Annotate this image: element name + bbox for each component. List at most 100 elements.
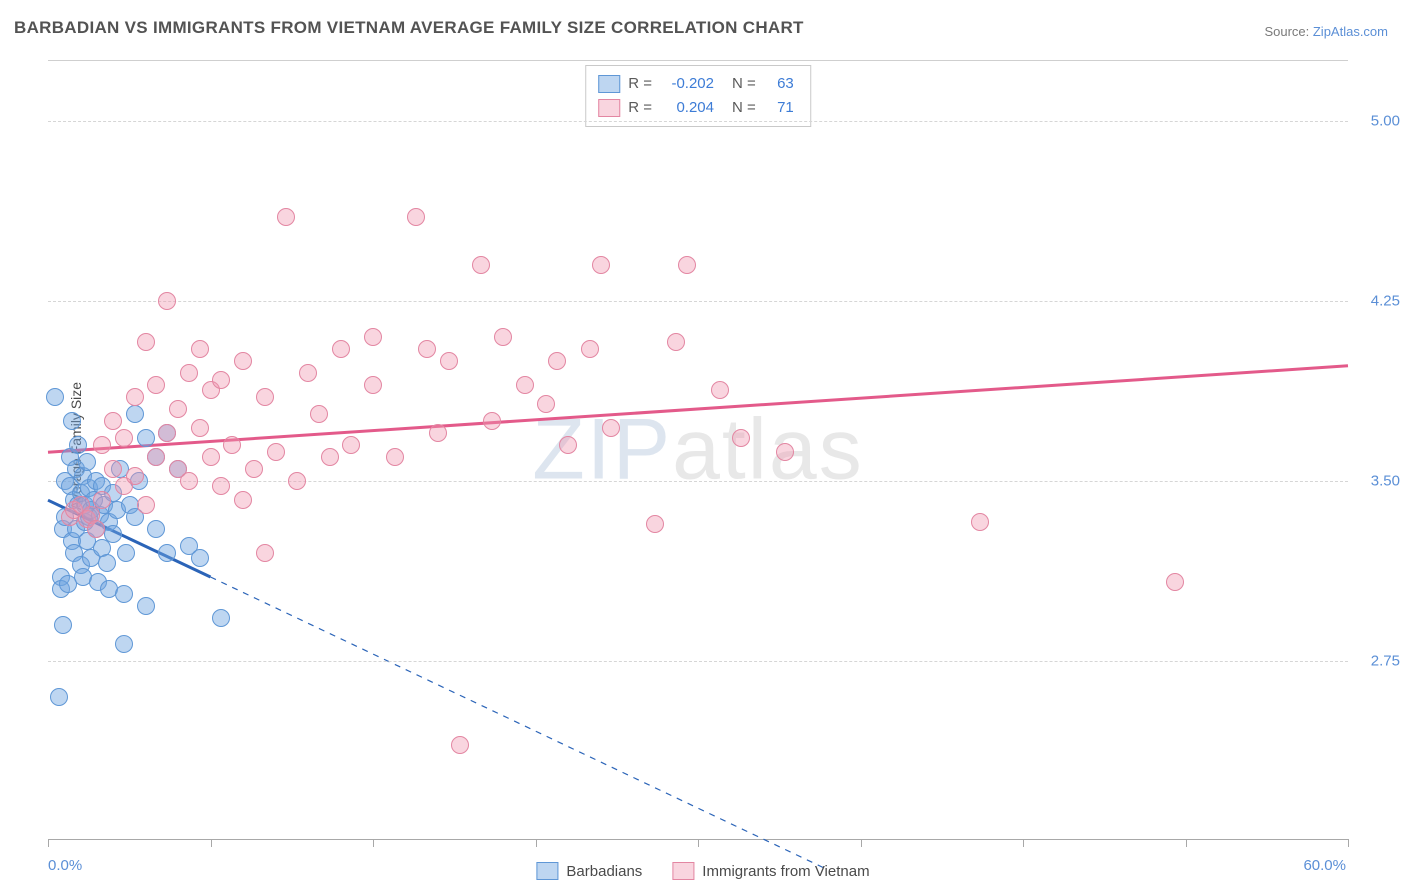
data-point [646, 515, 664, 533]
data-point [256, 388, 274, 406]
data-point [581, 340, 599, 358]
data-point [711, 381, 729, 399]
data-point [364, 376, 382, 394]
data-point [137, 597, 155, 615]
data-point [126, 405, 144, 423]
data-point [126, 388, 144, 406]
x-tick [211, 839, 212, 847]
source-attribution: Source: ZipAtlas.com [1264, 24, 1388, 39]
data-point [117, 544, 135, 562]
data-point [418, 340, 436, 358]
x-tick [861, 839, 862, 847]
data-point [93, 436, 111, 454]
stat-r-value: 0.204 [660, 96, 714, 120]
data-point [429, 424, 447, 442]
data-point [245, 460, 263, 478]
watermark: ZIPatlas [532, 401, 863, 500]
data-point [202, 448, 220, 466]
x-tick [536, 839, 537, 847]
gridline [48, 481, 1348, 482]
data-point [147, 376, 165, 394]
x-tick [1023, 839, 1024, 847]
data-point [1166, 573, 1184, 591]
source-label: Source: [1264, 24, 1312, 39]
data-point [277, 208, 295, 226]
legend-swatch [536, 862, 558, 880]
data-point [212, 371, 230, 389]
data-point [147, 448, 165, 466]
data-point [191, 419, 209, 437]
data-point [180, 472, 198, 490]
data-point [104, 460, 122, 478]
x-tick [698, 839, 699, 847]
data-point [98, 554, 116, 572]
data-point [180, 364, 198, 382]
data-point [234, 491, 252, 509]
bottom-legend: Barbadians Immigrants from Vietnam [536, 862, 869, 880]
watermark-zip: ZIP [532, 402, 672, 498]
stat-n-value: 71 [764, 96, 794, 120]
chart-title: BARBADIAN VS IMMIGRANTS FROM VIETNAM AVE… [14, 18, 804, 38]
data-point [472, 256, 490, 274]
data-point [137, 429, 155, 447]
data-point [386, 448, 404, 466]
gridline [48, 121, 1348, 122]
x-tick [1348, 839, 1349, 847]
data-point [212, 477, 230, 495]
data-point [407, 208, 425, 226]
data-point [678, 256, 696, 274]
data-point [158, 424, 176, 442]
data-point [267, 443, 285, 461]
stat-n-label: N = [732, 96, 756, 120]
legend-label: Barbadians [566, 863, 642, 880]
data-point [191, 549, 209, 567]
x-tick [1186, 839, 1187, 847]
trend-lines-layer [48, 61, 1348, 841]
stat-n-value: 63 [764, 72, 794, 96]
trend-line [48, 366, 1348, 452]
y-tick-label: 3.50 [1371, 473, 1400, 490]
data-point [212, 609, 230, 627]
y-tick-label: 2.75 [1371, 653, 1400, 670]
data-point [592, 256, 610, 274]
data-point [104, 412, 122, 430]
data-point [104, 525, 122, 543]
data-point [158, 292, 176, 310]
data-point [158, 544, 176, 562]
legend-item: Immigrants from Vietnam [672, 862, 869, 880]
data-point [46, 388, 64, 406]
data-point [191, 340, 209, 358]
x-axis-max-label: 60.0% [1303, 857, 1346, 874]
stat-r-label: R = [628, 96, 652, 120]
data-point [147, 520, 165, 538]
data-point [440, 352, 458, 370]
data-point [63, 412, 81, 430]
y-tick-label: 5.00 [1371, 113, 1400, 130]
data-point [115, 429, 133, 447]
gridline [48, 661, 1348, 662]
legend-item: Barbadians [536, 862, 642, 880]
stats-legend-box: R =-0.202N =63R = 0.204 N = 71 [585, 65, 811, 127]
data-point [234, 352, 252, 370]
data-point [87, 520, 105, 538]
data-point [516, 376, 534, 394]
data-point [732, 429, 750, 447]
series-swatch [598, 99, 620, 117]
data-point [667, 333, 685, 351]
x-tick [48, 839, 49, 847]
plot-area: ZIPatlas R =-0.202N =63R =0.204N =71 2.7… [48, 60, 1348, 840]
data-point [321, 448, 339, 466]
gridline [48, 301, 1348, 302]
stats-row: R = 0.204 N = 71 [598, 96, 794, 120]
data-point [332, 340, 350, 358]
data-point [69, 436, 87, 454]
data-point [126, 467, 144, 485]
legend-label: Immigrants from Vietnam [702, 863, 869, 880]
legend-swatch [672, 862, 694, 880]
stat-r-label: R = [628, 72, 652, 96]
data-point [537, 395, 555, 413]
stats-row: R =-0.202N =63 [598, 72, 794, 96]
series-swatch [598, 75, 620, 93]
data-point [364, 328, 382, 346]
data-point [971, 513, 989, 531]
